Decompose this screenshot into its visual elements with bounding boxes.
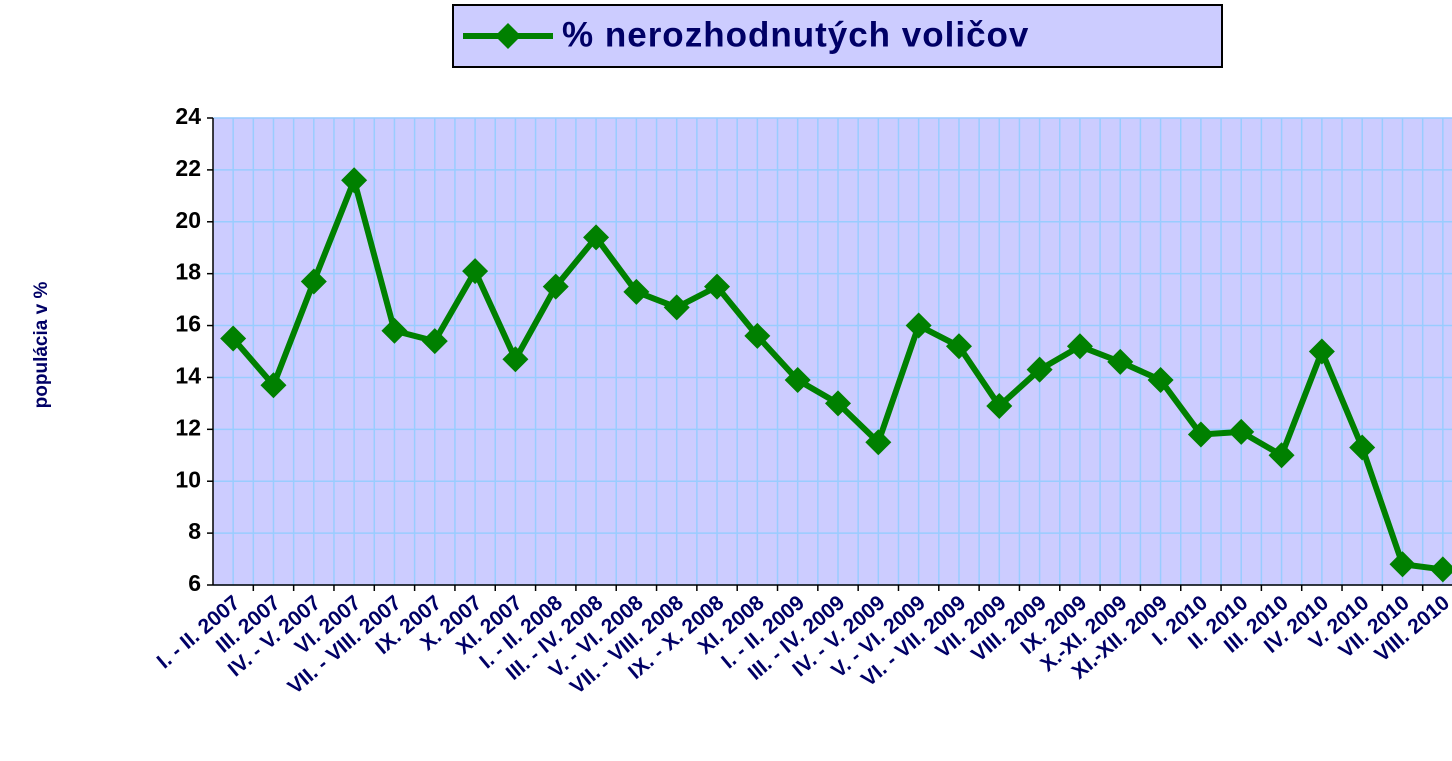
marker [905, 312, 932, 339]
marker [421, 328, 448, 355]
marker [1308, 338, 1335, 365]
legend-marker [495, 23, 521, 49]
y-tick-label: 6 [188, 570, 201, 596]
y-tick-label: 24 [175, 103, 201, 129]
marker [1349, 434, 1376, 461]
marker [260, 372, 287, 399]
marker [300, 268, 327, 295]
y-axis-label: populácia v % [31, 282, 52, 409]
marker [1107, 348, 1134, 375]
y-tick-label: 16 [175, 311, 201, 337]
y-tick-label: 18 [175, 259, 201, 285]
marker [1429, 556, 1452, 583]
marker [462, 258, 489, 285]
y-tick-label: 14 [175, 363, 201, 389]
marker [986, 392, 1013, 419]
marker [220, 325, 247, 352]
marker [542, 273, 569, 300]
marker [663, 294, 690, 321]
marker [825, 390, 851, 417]
marker [1187, 421, 1214, 448]
marker [784, 367, 811, 394]
marker [945, 333, 972, 360]
marker [1066, 333, 1093, 360]
marker [1228, 418, 1255, 445]
legend-box [452, 4, 1223, 68]
marker [744, 322, 771, 349]
marker [341, 167, 368, 194]
y-tick-label: 22 [175, 155, 201, 181]
marker [704, 273, 731, 300]
marker [583, 224, 610, 251]
marker [1147, 367, 1174, 394]
legend-label: % nerozhodnutých voličov [562, 15, 1029, 54]
marker [1026, 356, 1053, 383]
marker [502, 346, 529, 373]
marker [865, 429, 892, 456]
marker [623, 278, 650, 305]
y-tick-label: 10 [175, 466, 201, 492]
y-tick-label: 12 [175, 414, 201, 440]
y-tick-label: 20 [175, 207, 201, 233]
plot-area [213, 118, 1452, 585]
y-tick-label: 8 [188, 518, 201, 544]
marker [1268, 442, 1295, 469]
marker [381, 317, 408, 344]
marker [1389, 551, 1416, 578]
